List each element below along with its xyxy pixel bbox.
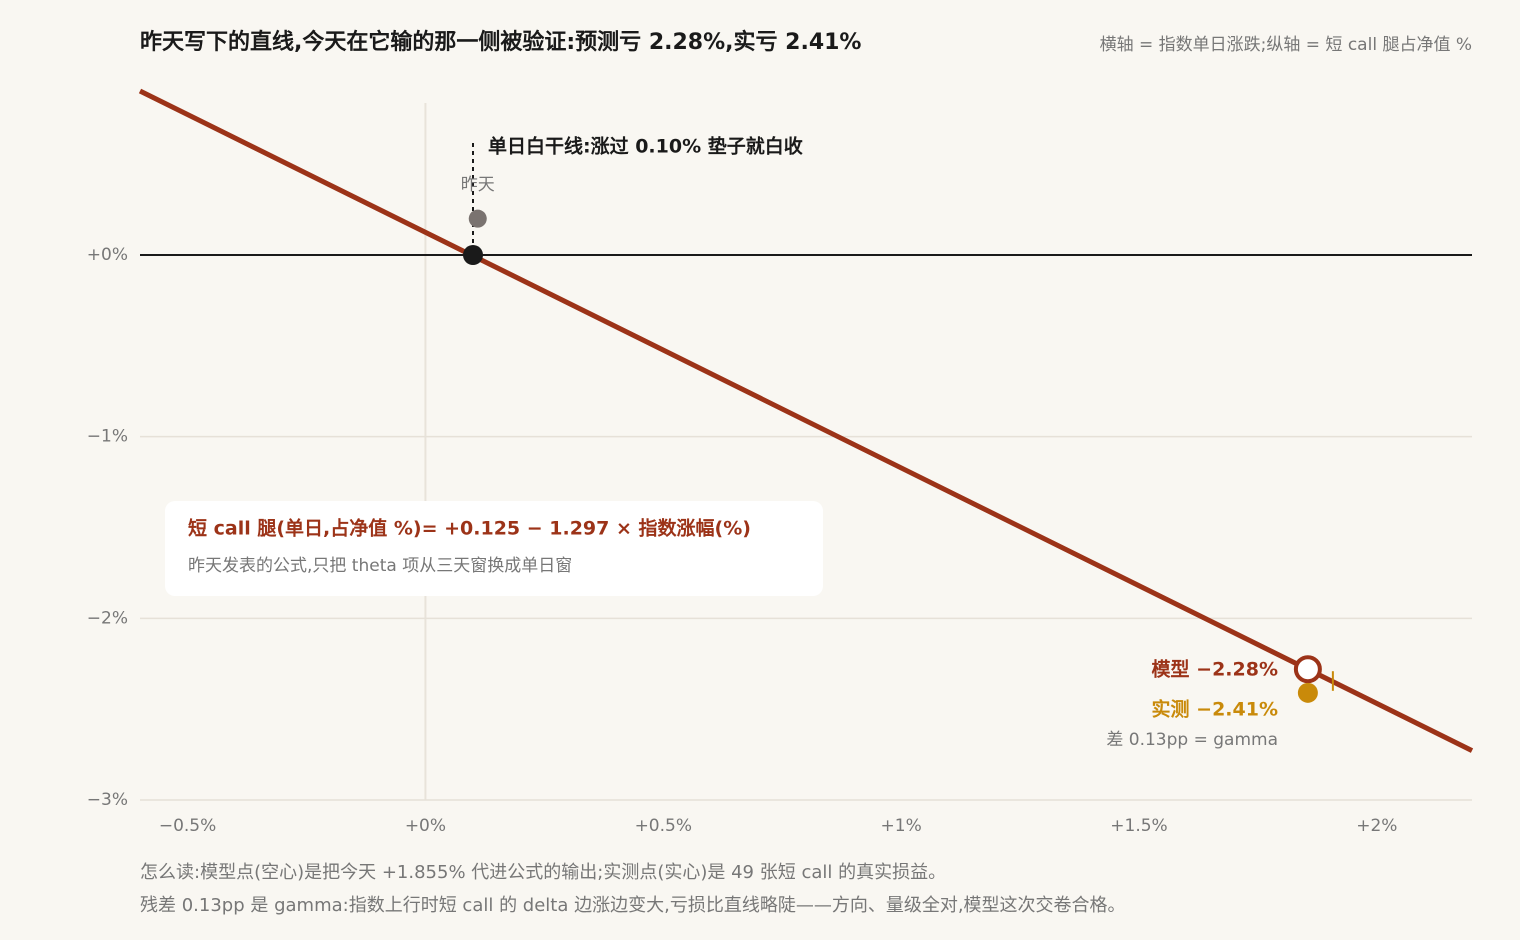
formula-box bbox=[165, 501, 823, 596]
model-line bbox=[138, 88, 1474, 753]
formula-subtitle: 昨天发表的公式,只把 theta 项从三天窗换成单日窗 bbox=[188, 556, 572, 576]
chart-title: 昨天写下的直线,今天在它输的那一侧被验证:预测亏 2.28%,实亏 2.41% bbox=[140, 29, 861, 55]
x-tick-label: +0.5% bbox=[635, 816, 692, 836]
plot-area: −0.5% +0% +0.5% +1% +1.5% +2% +0% −1% −2% −3% 昨天模型… bbox=[87, 88, 1474, 836]
point-label: 昨天 bbox=[461, 175, 495, 195]
model-point bbox=[1293, 655, 1322, 684]
footnote: 怎么读:模型点(空心)是把今天 +1.855% 代进公式的输出;实测点(实心)是… bbox=[140, 862, 946, 883]
x-tick-label: +1% bbox=[881, 816, 922, 836]
y-tick-label: −2% bbox=[87, 608, 128, 628]
y-tick-label: −1% bbox=[87, 427, 128, 447]
residual-note: 差 0.13pp = gamma bbox=[1106, 730, 1278, 750]
x-tick-label: +0% bbox=[405, 816, 446, 836]
y-tick-label: −3% bbox=[87, 790, 128, 810]
point bbox=[468, 209, 487, 228]
point-label: 实测 −2.41% bbox=[1152, 698, 1278, 721]
point bbox=[463, 245, 483, 265]
footnote: 残差 0.13pp 是 gamma:指数上行时短 call 的 delta 边涨… bbox=[140, 895, 1126, 916]
formula-title: 短 call 腿(单日,占净值 %)= +0.125 − 1.297 × 指数涨… bbox=[188, 517, 751, 540]
x-tick-label: +1.5% bbox=[1110, 816, 1167, 836]
y-tick-label: +0% bbox=[87, 245, 128, 265]
point bbox=[1297, 682, 1318, 703]
x-tick-label: −0.5% bbox=[159, 816, 216, 836]
chart-subtitle: 横轴 = 指数单日涨跌;纵轴 = 短 call 腿占净值 % bbox=[1100, 35, 1472, 55]
point-label: 模型 −2.28% bbox=[1152, 658, 1278, 681]
breakeven-annotation: 单日白干线:涨过 0.10% 垫子就白收 bbox=[488, 135, 803, 158]
x-tick-label: +2% bbox=[1356, 816, 1397, 836]
